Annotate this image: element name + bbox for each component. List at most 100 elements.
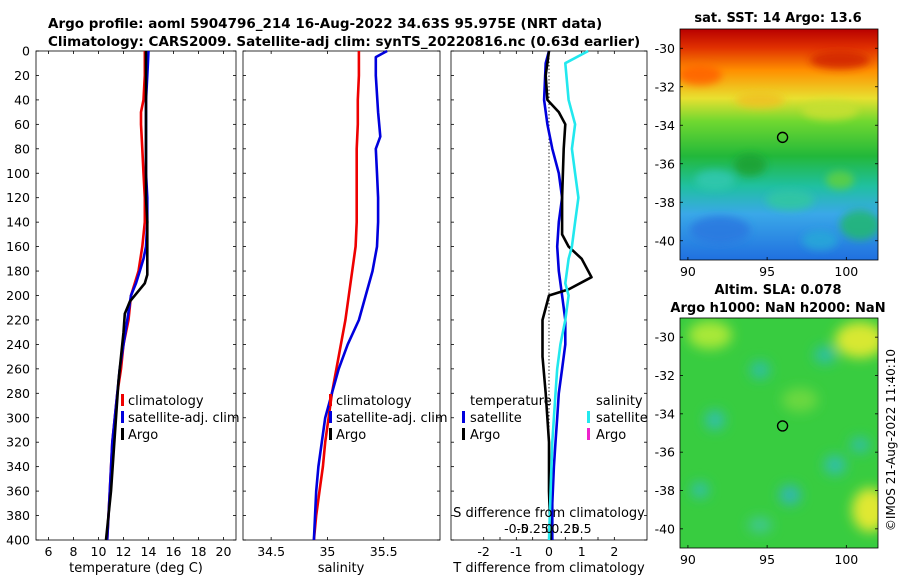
legend-swatch-argo (121, 428, 124, 440)
depth-tick-label: 360 (6, 484, 30, 499)
map-x-tick-label: 100 (834, 264, 858, 279)
map-x-tick-label: 95 (759, 264, 775, 279)
salinity-legend: climatology satellite-adj. clim Argo (329, 394, 448, 443)
difference-top-label: S difference from climatology (453, 506, 645, 521)
s-tick-label: 0.25 (551, 521, 579, 536)
s-tick-label: 0 (545, 521, 553, 536)
map-x-tick-label: 100 (834, 552, 858, 567)
depth-tick-label: 320 (6, 435, 30, 450)
legend-label-satellite: satellite-adj. clim (128, 411, 240, 426)
legend-label-climatology: climatology (336, 394, 412, 409)
s-tick-label: 0.5 (572, 521, 592, 536)
legend-swatch-satellite (121, 411, 124, 423)
depth-tick-label: 200 (6, 288, 30, 303)
legend-swatch-argo (329, 428, 332, 440)
x-tick-label: 35 (319, 544, 335, 559)
series-temperature-argo (541, 50, 593, 541)
legend-swatch-climatology (329, 394, 332, 406)
legend-label-climatology: climatology (128, 394, 204, 409)
depth-tick-label: 20 (14, 68, 30, 83)
legend-label-s-satellite: satellite (596, 411, 648, 426)
legend-swatch-s-satellite (587, 411, 590, 423)
x-tick-label: 1 (578, 544, 586, 559)
x-tick-label: -2 (477, 544, 489, 559)
map-x-tick-label: 90 (680, 552, 696, 567)
watermark: ©IMOS 21-Aug-2022 11:40:10 (884, 349, 898, 531)
x-tick-label: 14 (141, 544, 157, 559)
temperature-legend: climatology satellite-adj. clim Argo (121, 394, 240, 443)
salinity-series (312, 49, 388, 541)
s-tick-label: -0.25 (516, 521, 548, 536)
x-tick-label: 10 (91, 544, 107, 559)
sla-map-frame (679, 317, 879, 549)
header-line-1: Argo profile: aoml 5904796_214 16-Aug-20… (48, 16, 602, 32)
legend-label-satellite: satellite-adj. clim (336, 411, 448, 426)
legend-title-salinity: salinity (596, 394, 643, 409)
depth-tick-label: 240 (6, 337, 30, 352)
difference-legend: temperature satellite Argo salinity sate… (462, 394, 648, 443)
series-salinity-satellite (547, 49, 589, 541)
legend-label-s-argo: Argo (596, 428, 626, 443)
legend-label-argo: Argo (128, 428, 158, 443)
map-y-tick-label: -40 (655, 233, 675, 248)
x-tick-label: 34.5 (257, 544, 285, 559)
legend-swatch-t-argo (462, 428, 465, 440)
depth-tick-label: 220 (6, 312, 30, 327)
depth-tick-label: 120 (6, 190, 30, 205)
x-tick-label: 8 (70, 544, 78, 559)
map-y-tick-label: -30 (655, 41, 675, 56)
x-tick-label: 16 (166, 544, 182, 559)
map-y-tick-label: -38 (655, 483, 675, 498)
s-tick-label: -0.5 (504, 521, 528, 536)
x-tick-label: 12 (116, 544, 132, 559)
depth-tick-label: 80 (14, 141, 30, 156)
argo-position-marker (776, 131, 789, 144)
map-y-tick-label: -38 (655, 195, 675, 210)
x-tick-label: 20 (216, 544, 232, 559)
series-argo (104, 51, 149, 541)
x-tick-label: -1 (510, 544, 522, 559)
argo-position-marker (776, 420, 789, 432)
depth-tick-label: 300 (6, 410, 30, 425)
map-x-tick-label: 90 (680, 264, 696, 279)
legend-swatch-t-satellite (462, 411, 465, 423)
map-x-tick-label: 95 (759, 552, 775, 567)
depth-tick-label: 100 (6, 166, 30, 181)
difference-series (541, 49, 593, 541)
sla-map-image (680, 318, 878, 548)
series-climatology (312, 51, 361, 541)
depth-tick-label: 340 (6, 459, 30, 474)
legend-swatch-climatology (121, 394, 124, 406)
legend-label-argo: Argo (336, 428, 366, 443)
sst-map-image (680, 29, 878, 260)
map-y-tick-label: -30 (655, 330, 675, 345)
depth-tick-label: 0 (22, 44, 30, 59)
legend-swatch-satellite (329, 411, 332, 423)
depth-tick-label: 380 (6, 508, 30, 523)
depth-tick-label: 160 (6, 239, 30, 254)
legend-title-temperature: temperature (470, 394, 552, 409)
depth-axis: 0 20 40 60 80 100 120 140 160 180 200 220 240 260 280 3… (6, 44, 647, 548)
sst-map-title: sat. SST: 14 Argo: 13.6 (694, 11, 861, 26)
legend-swatch-s-argo (587, 428, 590, 440)
salinity-x-axis: 34.5 35 35.5 (257, 51, 398, 559)
sla-map-title-2: Argo h1000: NaN h2000: NaN (670, 301, 885, 316)
map-y-tick-label: -34 (655, 118, 675, 133)
map-y-tick-label: -36 (655, 445, 675, 460)
depth-tick-label: 180 (6, 264, 30, 279)
temperature-x-axis: 6 8 10 12 14 16 18 20 (45, 51, 232, 559)
x-tick-label: 6 (45, 544, 53, 559)
map-y-tick-label: -40 (655, 521, 675, 536)
map-y-tick-label: -32 (655, 368, 675, 383)
salinity-panel-frame (242, 50, 441, 541)
map-y-tick-label: -36 (655, 156, 675, 171)
difference-xlabel: T difference from climatology (452, 561, 645, 576)
sst-map-axes: 90 95 100 -30 -32 -34 -36 -38 -40 (655, 41, 878, 279)
sla-map-axes: 90 95 100 -30 -32 -34 -36 -38 -40 (655, 330, 878, 567)
depth-tick-label: 260 (6, 361, 30, 376)
depth-tick-label: 40 (14, 92, 30, 107)
depth-tick-label: 280 (6, 386, 30, 401)
depth-tick-label: 400 (6, 533, 30, 548)
